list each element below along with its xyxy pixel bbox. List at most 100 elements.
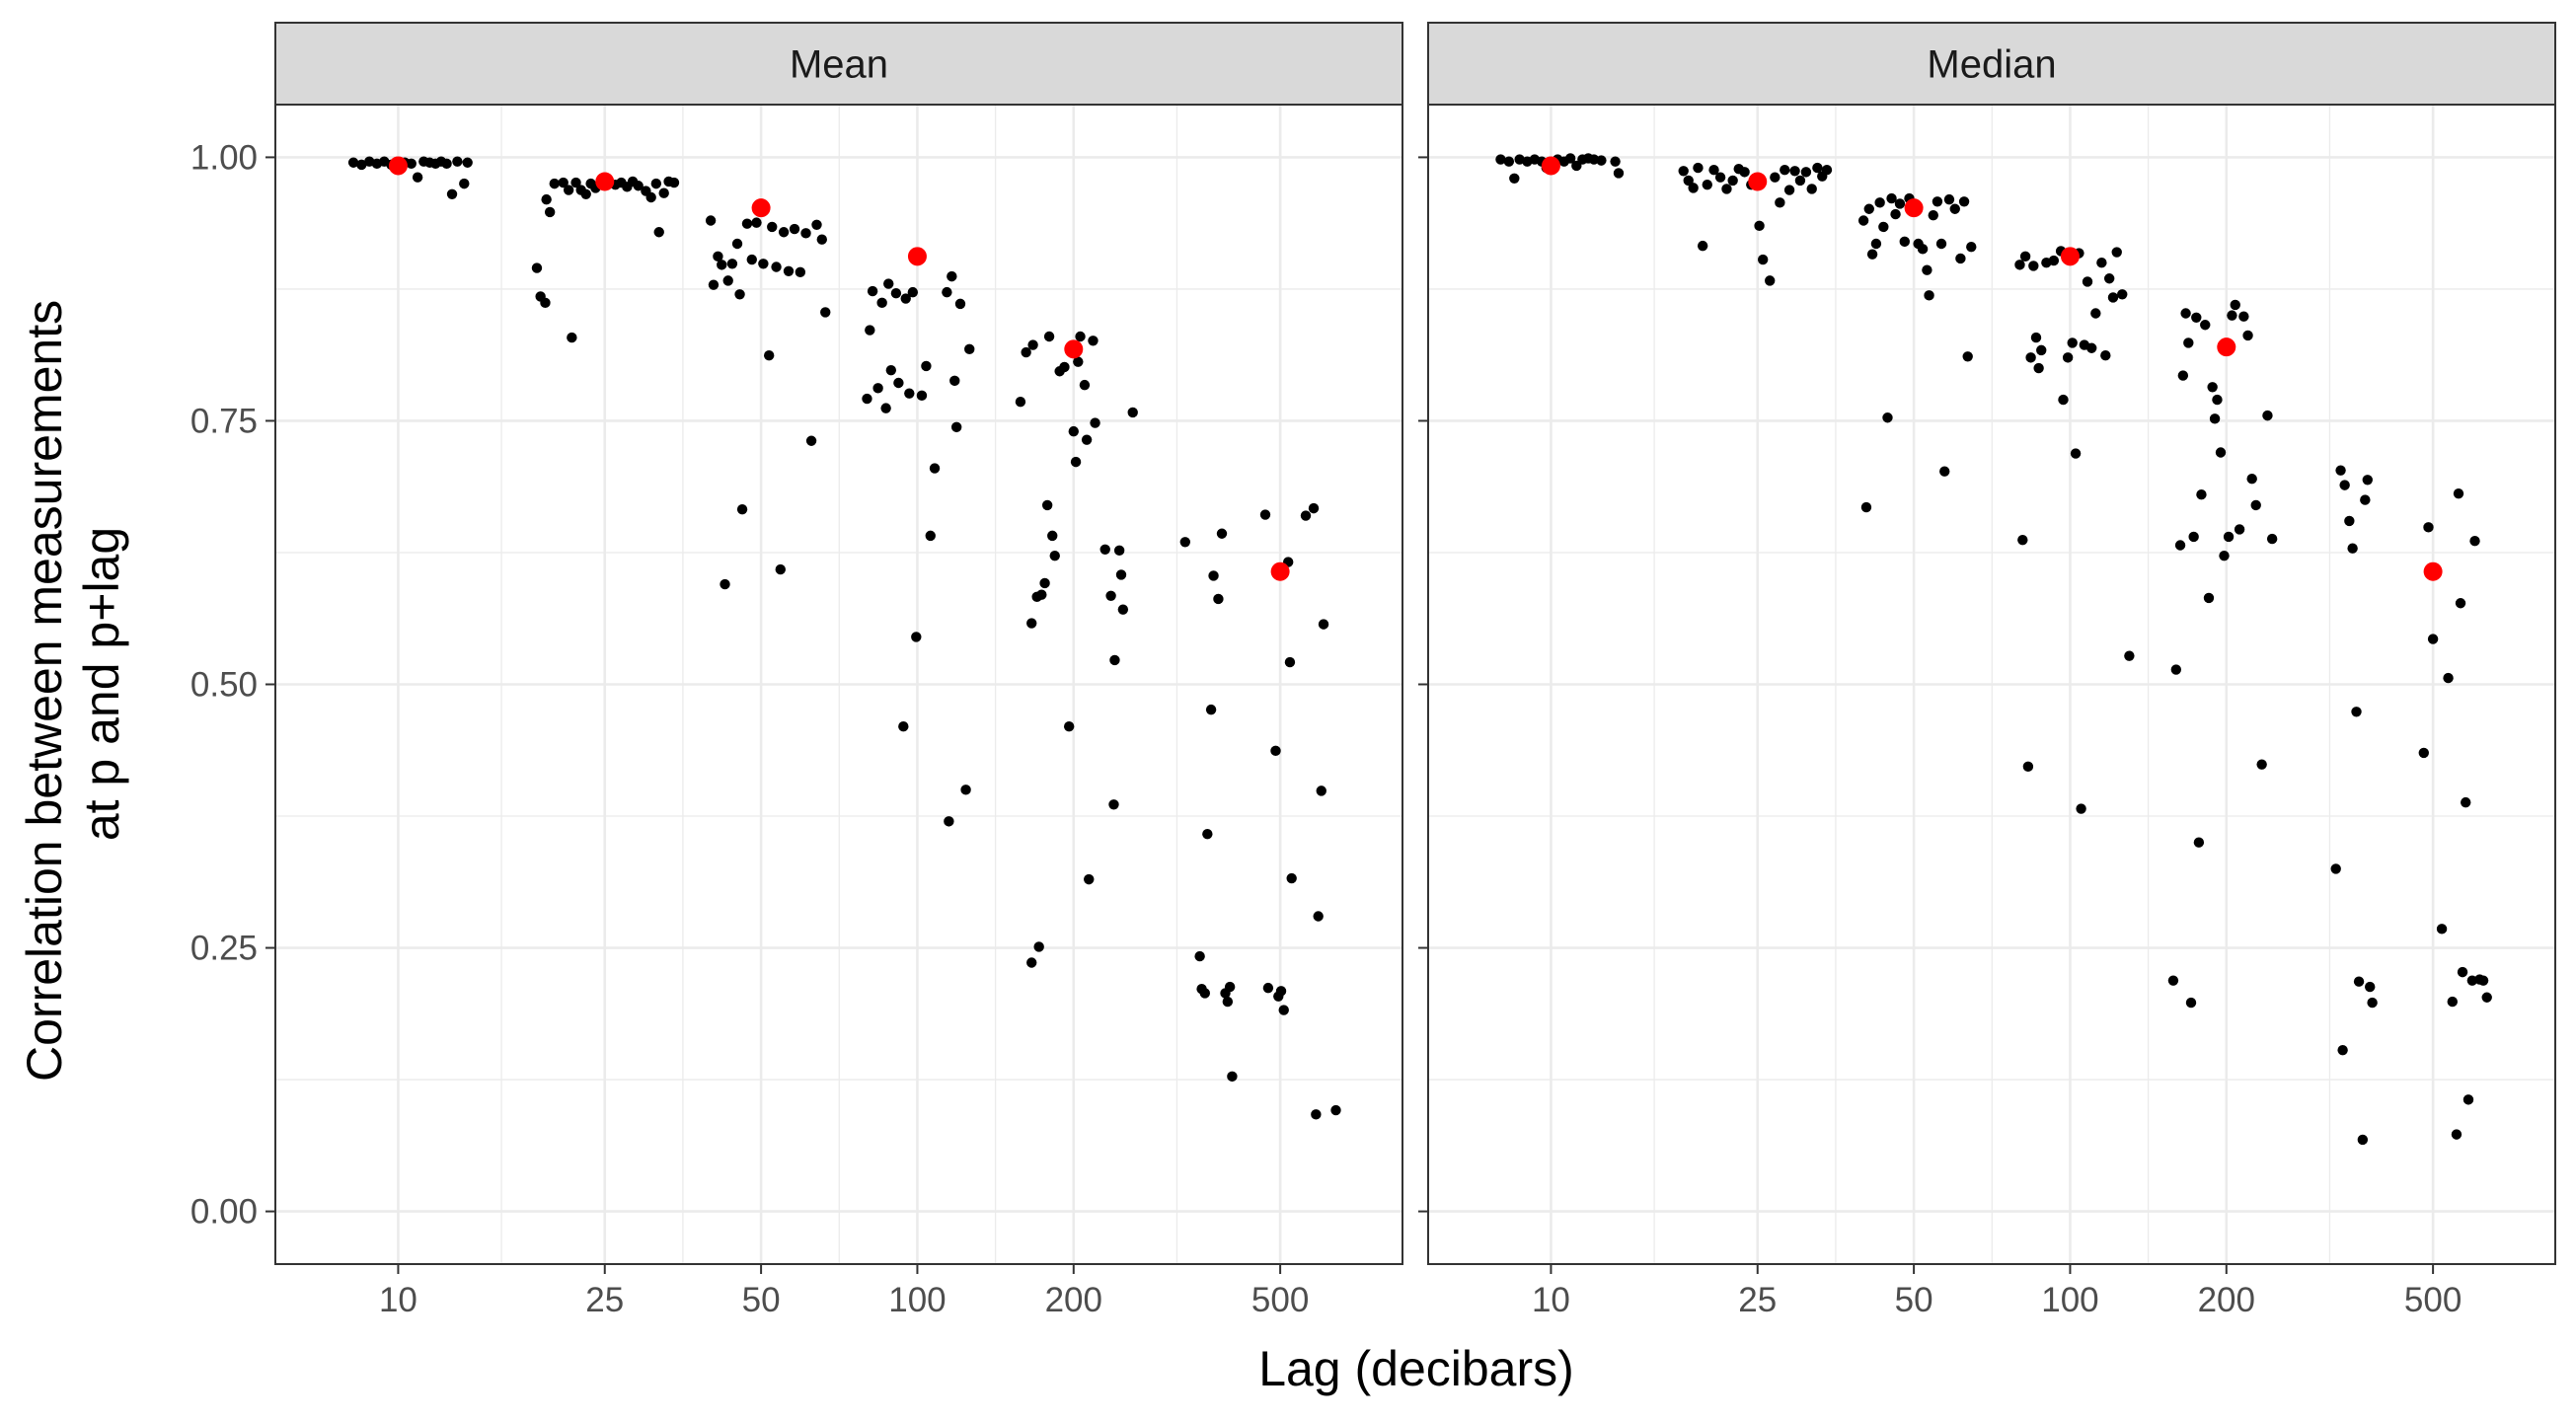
data-point <box>2100 350 2111 361</box>
data-point <box>2177 370 2189 381</box>
data-point <box>1049 550 1060 561</box>
data-point <box>2469 536 2480 547</box>
data-point <box>736 503 748 515</box>
data-point <box>1678 166 1689 177</box>
data-point <box>2025 352 2036 363</box>
data-point <box>1821 165 1833 176</box>
data-point <box>549 178 560 189</box>
data-point <box>2423 522 2434 533</box>
data-point <box>2188 531 2199 543</box>
data-point <box>2014 260 2025 270</box>
data-point <box>2219 550 2230 561</box>
x-axis: 10 25 50 100 200 500 <box>379 1264 1309 1319</box>
x-tick-label: 25 <box>585 1281 624 1319</box>
data-point <box>872 383 883 394</box>
data-point <box>1866 249 1878 260</box>
data-point <box>570 177 581 188</box>
data-point <box>1047 530 1058 542</box>
data-point <box>1917 244 1929 255</box>
data-point <box>898 721 909 732</box>
data-point <box>942 286 952 298</box>
data-point <box>2067 337 2078 348</box>
data-point <box>890 288 902 299</box>
y-axis-title-line-1: Correlation between measurements <box>17 300 72 1082</box>
data-point <box>1039 577 1050 589</box>
data-point <box>1894 198 1906 209</box>
y-axis <box>1418 156 1428 1213</box>
data-point <box>2103 273 2115 284</box>
data-point <box>1270 745 1281 756</box>
summary-point <box>388 156 408 176</box>
data-point <box>1026 618 1037 629</box>
data-point <box>2209 413 2221 424</box>
x-tick-label: 25 <box>1738 1281 1777 1319</box>
y-tick-label: 0.25 <box>190 930 258 968</box>
summary-point <box>2423 561 2443 581</box>
x-tick-label: 50 <box>742 1281 781 1319</box>
data-point <box>1068 425 1079 437</box>
data-point <box>1081 434 1093 445</box>
data-point <box>2185 997 2197 1009</box>
data-point <box>1882 412 1893 423</box>
data-point <box>1021 346 1031 358</box>
data-point <box>2367 997 2378 1009</box>
data-point <box>789 223 800 235</box>
data-point <box>1775 197 1785 208</box>
data-point <box>541 193 552 205</box>
data-point <box>2457 966 2468 978</box>
data-point <box>2335 465 2346 476</box>
data-point <box>2330 863 2341 874</box>
data-point <box>2238 311 2249 322</box>
data-point <box>1179 537 1191 548</box>
data-point <box>540 297 551 309</box>
data-point <box>2215 447 2227 458</box>
x-axis-title: Lag (decibars) <box>1258 1341 1574 1396</box>
data-point <box>1127 407 1138 418</box>
data-point <box>820 307 831 318</box>
data-point <box>862 393 872 405</box>
data-point <box>1943 193 1955 205</box>
data-point <box>1857 215 1869 226</box>
data-point <box>1794 175 1806 187</box>
data-point <box>1208 570 1219 581</box>
data-point <box>811 219 822 230</box>
data-point <box>1564 153 1576 164</box>
data-point <box>1688 183 1699 193</box>
data-point <box>668 177 680 188</box>
panel-mean: Mean 10 25 50 100 200 500 0.00 0.25 0.50 0.75 1.00 <box>190 22 1403 1319</box>
data-point <box>1509 173 1520 184</box>
x-tick-label: 200 <box>2198 1281 2255 1319</box>
facet-strip-label: Median <box>1927 43 2056 87</box>
data-point <box>2250 499 2261 511</box>
data-point <box>921 360 932 372</box>
data-point <box>2234 524 2245 535</box>
data-point <box>1105 590 1116 601</box>
data-point <box>2256 759 2267 770</box>
data-point <box>2223 531 2235 543</box>
data-point <box>705 215 717 226</box>
data-point <box>964 343 975 355</box>
data-point <box>2227 310 2237 321</box>
data-point <box>1224 981 1236 993</box>
data-point <box>2337 1044 2348 1056</box>
data-point <box>880 403 891 413</box>
y-tick-label: 1.00 <box>190 138 258 177</box>
data-point <box>1714 172 1726 183</box>
data-point <box>1041 499 1053 511</box>
data-point <box>1922 264 1932 275</box>
data-point <box>2230 299 2240 311</box>
data-point <box>1313 911 1324 922</box>
data-point <box>1780 165 1790 176</box>
summary-point <box>1904 198 1924 218</box>
data-point <box>558 177 568 188</box>
x-tick-label: 200 <box>1045 1281 1102 1319</box>
data-point <box>767 221 778 233</box>
data-point <box>2451 1129 2462 1140</box>
data-point <box>2453 487 2464 499</box>
data-point <box>1194 950 1205 962</box>
data-point <box>1033 941 1044 952</box>
data-point <box>746 254 757 265</box>
data-point <box>944 816 954 827</box>
data-point <box>1113 545 1125 557</box>
